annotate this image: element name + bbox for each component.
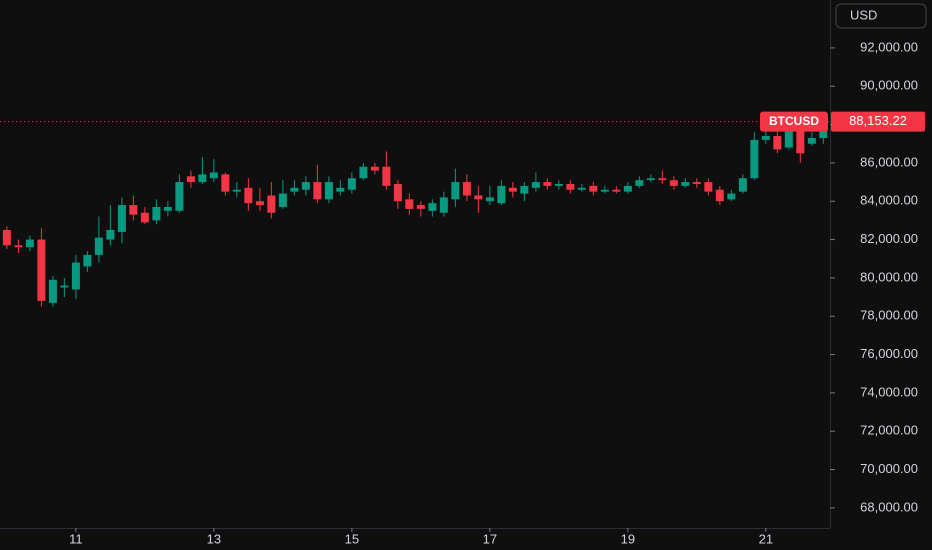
candle-body <box>48 279 57 303</box>
y-tick-label: 68,000.00 <box>860 499 918 514</box>
candle-body <box>439 197 448 213</box>
candle-body <box>278 193 287 207</box>
candle-body <box>750 139 759 179</box>
y-tick-label: 86,000.00 <box>860 154 918 169</box>
candle-body <box>462 182 471 196</box>
candle-body <box>566 183 575 190</box>
candle-body <box>244 187 253 204</box>
y-tick-label: 72,000.00 <box>860 423 918 438</box>
candle-body <box>359 166 368 179</box>
x-tick-label: 11 <box>69 531 83 546</box>
candle-body <box>807 137 816 144</box>
candle-body <box>83 254 92 267</box>
y-tick-label: 78,000.00 <box>860 308 918 323</box>
candle-body <box>796 124 805 154</box>
symbol-tag <box>760 111 828 132</box>
candle-body <box>485 197 494 202</box>
candle-body <box>761 136 770 140</box>
currency-label: USD <box>850 7 877 22</box>
candle-body <box>152 206 161 221</box>
candle-body <box>255 201 264 206</box>
last-price-label: 88,153.22 <box>849 113 907 128</box>
candle-body <box>658 178 667 181</box>
x-tick-label: 13 <box>207 531 221 546</box>
candle-body <box>508 187 517 192</box>
candle-body <box>60 285 69 288</box>
candle-body <box>347 178 356 190</box>
candle-body <box>543 182 552 186</box>
candle-body <box>382 166 391 186</box>
candle-body <box>612 189 621 192</box>
y-tick-label: 70,000.00 <box>860 461 918 476</box>
candle-body <box>428 203 437 211</box>
candle-body <box>520 185 529 194</box>
candle-body <box>198 174 207 183</box>
candle-body <box>140 212 149 223</box>
y-tick-label: 76,000.00 <box>860 346 918 361</box>
candle-body <box>267 195 276 213</box>
candle-body <box>497 185 506 204</box>
currency-button[interactable] <box>835 3 927 29</box>
candle-body <box>94 237 103 255</box>
candle-body <box>301 182 310 190</box>
last-price-box <box>831 111 925 132</box>
candle-body <box>129 205 138 215</box>
candle-body <box>738 178 747 192</box>
candle-body <box>290 187 299 192</box>
symbol-tag-label: BTCUSD <box>769 114 819 128</box>
candle-body <box>393 183 402 202</box>
y-tick-label: 92,000.00 <box>860 39 918 54</box>
candle-body <box>106 229 115 240</box>
candle-body <box>336 187 345 192</box>
candle-body <box>531 182 540 188</box>
candle-body <box>773 136 782 150</box>
candle-body <box>681 182 690 186</box>
y-tick-label: 82,000.00 <box>860 231 918 246</box>
candle-body <box>71 262 80 290</box>
candle-body <box>715 189 724 202</box>
candle-body <box>635 180 644 186</box>
y-tick-label: 84,000.00 <box>860 193 918 208</box>
candle-body <box>405 199 414 209</box>
x-tick-label: 19 <box>621 531 635 546</box>
candle-body <box>370 166 379 171</box>
candle-body <box>221 174 230 192</box>
candle-body <box>784 124 793 148</box>
y-tick-label: 80,000.00 <box>860 269 918 284</box>
candle-body <box>646 178 655 181</box>
candle-body <box>474 195 483 200</box>
candle-body <box>175 182 184 211</box>
candle-body <box>589 185 598 192</box>
y-tick-label: 90,000.00 <box>860 78 918 93</box>
x-tick-label: 17 <box>483 531 497 546</box>
candle-body <box>692 182 701 184</box>
candle-body <box>117 205 126 232</box>
candle-body <box>186 176 195 183</box>
candle-body <box>37 239 46 301</box>
candle-body <box>14 245 23 248</box>
candle-body <box>313 182 322 200</box>
candle-body <box>209 172 218 179</box>
x-tick-label: 15 <box>345 531 359 546</box>
y-tick-label: 74,000.00 <box>860 384 918 399</box>
candle-body <box>324 182 333 200</box>
candle-body <box>577 187 586 190</box>
candle-body <box>704 182 713 192</box>
candle-body <box>163 206 172 211</box>
candle-body <box>2 229 11 246</box>
candle-body <box>554 183 563 186</box>
x-tick-label: 21 <box>759 531 773 546</box>
candle-body <box>232 189 241 192</box>
candle-body <box>25 239 34 248</box>
candle-body <box>727 193 736 200</box>
candle-body <box>623 185 632 192</box>
candle-body <box>600 189 609 192</box>
candle-body <box>669 180 678 186</box>
candle-body <box>416 205 425 209</box>
candle-body <box>451 182 460 200</box>
